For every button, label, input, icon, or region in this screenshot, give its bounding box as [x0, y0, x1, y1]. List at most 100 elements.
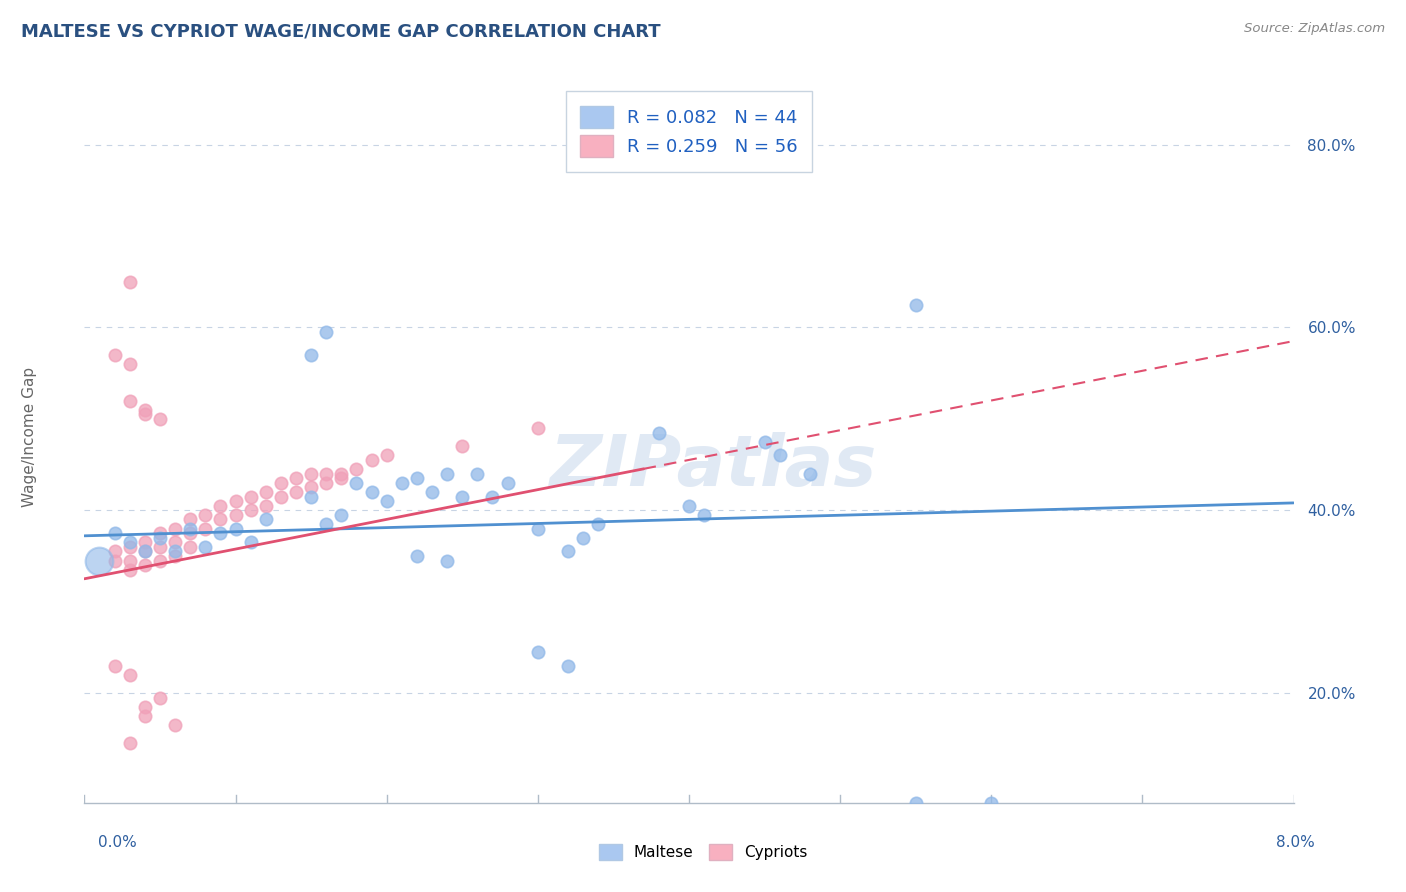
Point [118, 275, 141, 289]
Point [118, 535, 141, 549]
Point [118, 540, 141, 554]
Point [451, 490, 474, 504]
Point [165, 544, 187, 558]
Point [239, 535, 262, 549]
Point [330, 467, 353, 481]
Point [254, 485, 277, 500]
Point [299, 480, 322, 494]
Text: 0.0%: 0.0% [98, 836, 138, 850]
Point [149, 531, 172, 545]
Point [134, 699, 156, 714]
Point [299, 490, 322, 504]
Point [225, 508, 247, 522]
Point [299, 348, 322, 362]
Legend: R = 0.082   N = 44, R = 0.259   N = 56: R = 0.082 N = 44, R = 0.259 N = 56 [565, 91, 813, 171]
Point [134, 402, 156, 417]
Point [118, 393, 141, 408]
Point [346, 475, 368, 490]
Point [149, 540, 172, 554]
Point [165, 718, 187, 732]
Point [346, 462, 368, 476]
Point [134, 407, 156, 421]
Point [904, 796, 927, 810]
Point [165, 549, 187, 563]
Point [299, 467, 322, 481]
Point [134, 535, 156, 549]
Point [754, 434, 776, 449]
Point [315, 516, 337, 531]
Point [588, 516, 610, 531]
Point [527, 645, 550, 659]
Point [391, 475, 413, 490]
Point [330, 508, 353, 522]
Point [149, 553, 172, 567]
Point [904, 297, 927, 311]
Point [693, 508, 716, 522]
Point [118, 736, 141, 750]
Point [149, 690, 172, 705]
Point [481, 490, 503, 504]
Text: ZIPatlas: ZIPatlas [550, 432, 877, 500]
Point [557, 658, 579, 673]
Point [104, 348, 127, 362]
Point [436, 467, 458, 481]
Point [165, 521, 187, 535]
Point [451, 439, 474, 453]
Point [420, 485, 443, 500]
Point [436, 553, 458, 567]
Point [179, 521, 201, 535]
Point [209, 512, 232, 526]
Point [527, 421, 550, 435]
Point [285, 471, 308, 485]
Point [239, 503, 262, 517]
Point [557, 544, 579, 558]
Point [149, 412, 172, 426]
Text: 8.0%: 8.0% [1275, 836, 1315, 850]
Point [225, 494, 247, 508]
Text: MALTESE VS CYPRIOT WAGE/INCOME GAP CORRELATION CHART: MALTESE VS CYPRIOT WAGE/INCOME GAP CORRE… [21, 22, 661, 40]
Point [315, 467, 337, 481]
Point [406, 471, 429, 485]
Point [165, 535, 187, 549]
Point [179, 512, 201, 526]
Point [209, 526, 232, 541]
Point [89, 553, 111, 567]
Point [270, 475, 292, 490]
Point [375, 494, 398, 508]
Point [360, 485, 382, 500]
Point [194, 521, 217, 535]
Point [179, 540, 201, 554]
Point [467, 467, 489, 481]
Point [254, 512, 277, 526]
Point [769, 448, 792, 462]
Legend: Maltese, Cypriots: Maltese, Cypriots [592, 838, 814, 866]
Point [104, 544, 127, 558]
Point [315, 475, 337, 490]
Point [104, 526, 127, 541]
Point [270, 490, 292, 504]
Point [799, 467, 821, 481]
Point [375, 448, 398, 462]
Point [134, 709, 156, 723]
Point [104, 658, 127, 673]
Point [330, 471, 353, 485]
Point [118, 357, 141, 371]
Point [285, 485, 308, 500]
Point [134, 544, 156, 558]
Point [360, 453, 382, 467]
Point [572, 531, 595, 545]
Point [980, 796, 1002, 810]
Point [104, 553, 127, 567]
Point [118, 563, 141, 577]
Point [315, 325, 337, 339]
Text: Wage/Income Gap: Wage/Income Gap [22, 367, 38, 508]
Point [678, 499, 700, 513]
Text: Source: ZipAtlas.com: Source: ZipAtlas.com [1244, 22, 1385, 36]
Point [134, 558, 156, 573]
Point [118, 667, 141, 681]
Point [194, 508, 217, 522]
Point [149, 526, 172, 541]
Point [194, 540, 217, 554]
Point [648, 425, 671, 440]
Point [209, 499, 232, 513]
